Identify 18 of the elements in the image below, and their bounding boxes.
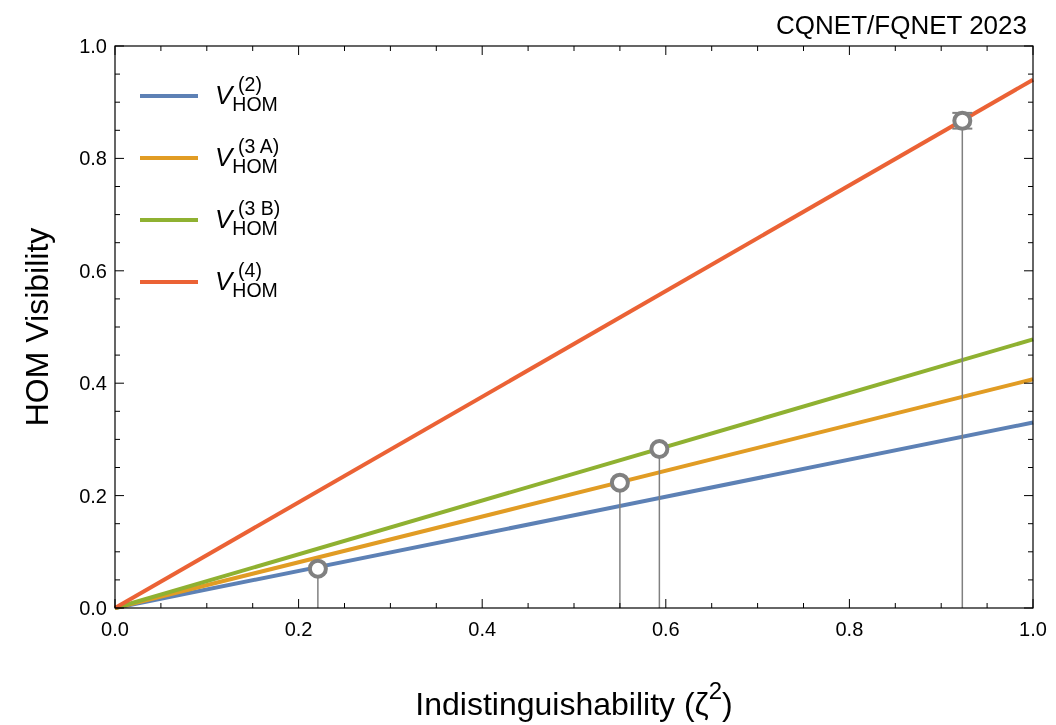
x-tick-label: 1.0 — [1019, 618, 1047, 640]
x-tick-label: 0.8 — [835, 618, 864, 640]
x-tick-label: 0.0 — [101, 618, 129, 640]
y-tick-label: 1.0 — [79, 35, 107, 57]
x-tick-label: 0.2 — [284, 618, 313, 640]
x-axis-title: Indistinguishability (ζ$^{2}$) — [415, 677, 733, 722]
point — [609, 472, 630, 493]
y-tick-label: 0.6 — [79, 259, 107, 282]
y-tick-label: 0.8 — [79, 147, 107, 170]
y-axis-title: HOM Visibility — [19, 227, 55, 427]
chart-title: CQNET/FQNET 2023 — [776, 10, 1027, 40]
x-tick-label: 0.4 — [468, 618, 497, 640]
y-tick-label: 0.4 — [79, 372, 107, 395]
point — [307, 558, 328, 579]
x-tick-label: 0.6 — [651, 618, 680, 640]
y-tick-label: 0.2 — [79, 484, 107, 507]
point — [649, 438, 670, 459]
y-tick-label: 0.0 — [79, 597, 107, 619]
